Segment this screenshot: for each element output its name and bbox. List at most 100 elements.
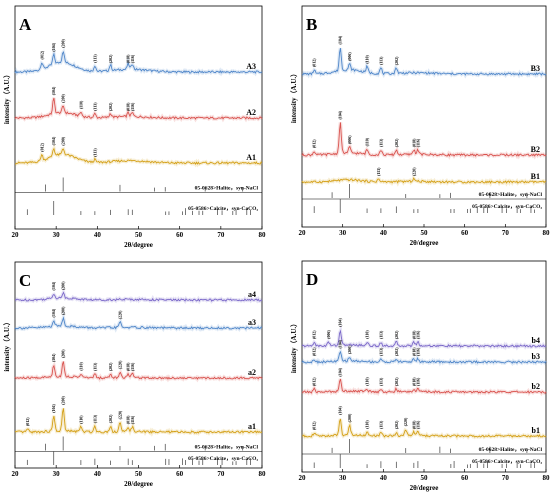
series-label: a4 [248, 290, 256, 299]
peak-label: (116) [415, 330, 420, 339]
series-line [14, 97, 263, 120]
peak-label: (018) [126, 415, 131, 424]
peak-label: (113) [378, 330, 383, 339]
peak-label: (200) [347, 345, 352, 354]
peak-label: (012) [312, 139, 317, 148]
peak-label: (116) [130, 102, 135, 111]
peak-label: (220) [411, 167, 416, 176]
reference-label: 05-0586>Calcite，syn-CaCO₃ [472, 459, 542, 465]
peak-label: (018) [126, 362, 131, 371]
x-tick-label: 70 [217, 470, 225, 478]
reference-label: 05-0628>Halite，syn-NaCl [479, 192, 543, 198]
series-label: B2 [531, 145, 540, 154]
peak-label: (012) [39, 50, 44, 59]
peak-label: (018) [411, 347, 416, 356]
x-axis-label: 2θ/degree [124, 241, 153, 249]
peak-label: (202) [394, 138, 399, 147]
peak-label: (006) [326, 330, 331, 339]
peak-label: (200) [61, 349, 66, 358]
peak-label: (104) [51, 42, 56, 51]
peak-label: (200) [61, 136, 66, 145]
peak-label: (202) [394, 56, 399, 65]
peak-label: (113) [376, 167, 381, 176]
peak-label: (113) [92, 102, 97, 111]
peak-label: (113) [378, 138, 383, 147]
x-tick-label: 80 [543, 229, 550, 237]
panel-letter: A [19, 15, 32, 34]
peak-label: (012) [25, 417, 30, 426]
panel-letter: B [306, 15, 317, 34]
series-line [301, 378, 547, 394]
peak-label: (113) [378, 56, 383, 65]
peak-label: (202) [108, 54, 113, 63]
x-tick-label: 70 [502, 474, 510, 482]
peak-label: (200) [61, 94, 66, 103]
peak-label: (018) [411, 330, 416, 339]
series-line [14, 316, 263, 330]
x-tick-label: 80 [543, 474, 550, 482]
peak-label: (220) [117, 410, 122, 419]
peak-label: (202) [394, 377, 399, 386]
x-tick-label: 30 [339, 474, 347, 482]
x-tick-label: 40 [94, 231, 102, 239]
peak-label: (018) [126, 54, 131, 63]
peak-label: (104) [51, 403, 56, 412]
x-tick-label: 50 [135, 470, 143, 478]
x-tick-label: 50 [421, 229, 429, 237]
x-axis-label: 2θ/degree [124, 480, 153, 488]
peak-label: (110) [365, 420, 370, 429]
peak-label: (113) [378, 347, 383, 356]
panel-letter: D [306, 270, 318, 289]
plot-frame [14, 261, 263, 469]
peak-label: (116) [415, 377, 420, 386]
x-tick-label: 60 [176, 470, 184, 478]
peak-label: (012) [312, 58, 317, 67]
reference-label: 05-0586>Calcite，syn-CaCO₃ [188, 206, 258, 212]
peak-label: (200) [61, 306, 66, 315]
y-axis-label: intensity（A.U.） [290, 70, 298, 123]
y-axis-label: intensity（A.U.） [290, 320, 298, 373]
series-halo [13, 311, 263, 333]
series-line [14, 291, 263, 302]
x-tick-label: 40 [94, 470, 102, 478]
x-tick-label: 20 [12, 470, 20, 478]
x-tick-label: 40 [380, 229, 388, 237]
peak-label: (012) [312, 330, 317, 339]
x-tick-label: 30 [53, 231, 61, 239]
peak-label: (012) [312, 377, 317, 386]
x-tick-label: 50 [135, 231, 143, 239]
peak-label: (202) [394, 347, 399, 356]
series-label: b1 [532, 426, 540, 435]
y-axis-label: intensity（A.U.） [3, 71, 11, 124]
series-halo [13, 360, 264, 383]
x-tick-label: 20 [12, 231, 20, 239]
series-label: B1 [531, 172, 540, 181]
series-line [14, 147, 263, 165]
peak-label: (202) [108, 414, 113, 423]
peak-label: (018) [411, 377, 416, 386]
series-line [301, 48, 547, 76]
peak-label: (200) [347, 413, 352, 422]
reference-label: 05-0586>Calcite，syn-CaCO₃ [188, 456, 258, 462]
x-tick-label: 60 [461, 474, 469, 482]
peak-label: (110) [78, 100, 83, 109]
peak-label: (104) [338, 406, 343, 415]
peak-label: (018) [126, 102, 131, 111]
x-tick-label: 80 [259, 231, 267, 239]
series-line [301, 350, 547, 364]
peak-label: (104) [51, 136, 56, 145]
peak-label: (113) [92, 414, 97, 423]
peak-label: (116) [130, 54, 135, 63]
series-halo [14, 143, 263, 168]
peak-label: (006) [347, 135, 352, 144]
peak-label: (104) [338, 110, 343, 119]
series-label: a1 [248, 422, 256, 431]
x-axis-label: 2θ/degree [410, 239, 439, 247]
x-tick-label: 60 [461, 229, 469, 237]
peak-label: (110) [365, 377, 370, 386]
series-line [14, 408, 263, 434]
x-tick-label: 40 [380, 474, 388, 482]
